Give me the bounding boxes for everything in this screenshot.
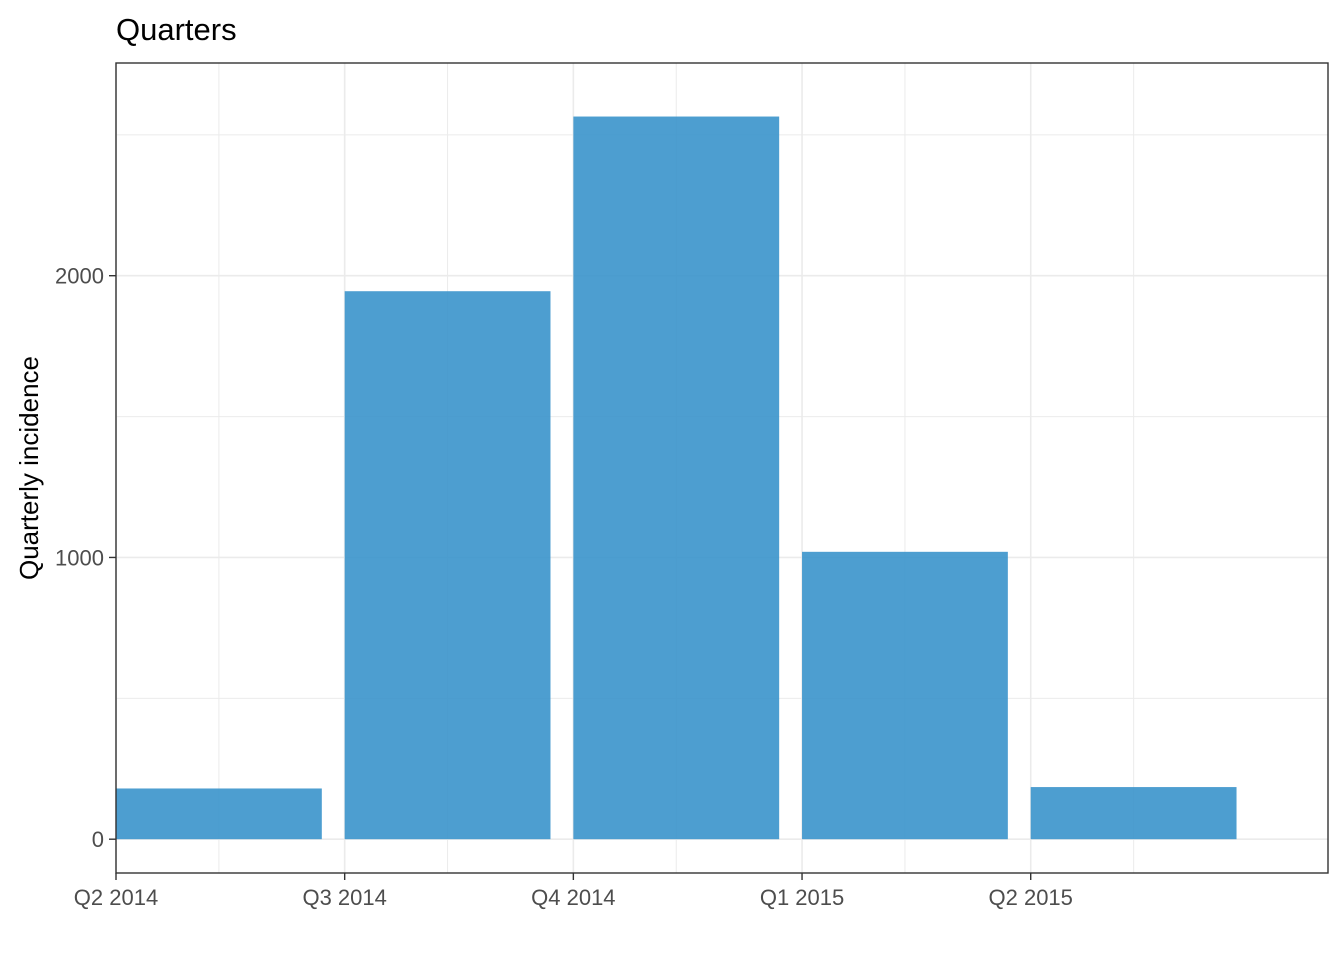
x-tick-label: Q2 2015 [989,885,1073,910]
y-axis-title: Quarterly incidence [14,356,44,580]
bar-q3-2014 [344,291,551,840]
x-tick-label: Q1 2015 [760,885,844,910]
bar-q2-2014 [116,788,322,840]
x-tick-label: Q3 2014 [302,885,386,910]
x-tick-label: Q4 2014 [531,885,615,910]
bar-q1-2015 [802,551,1008,840]
axes: 0 1000 2000 Q2 2014 Q3 2014 Q4 2014 Q1 2015 Q2 … [55,264,1073,910]
chart-title: Quarters [116,12,237,47]
y-tick-label: 2000 [55,264,104,289]
bars [116,116,1237,840]
bar-q4-2014 [573,116,780,840]
bar-q2-2015 [1030,787,1237,840]
x-tick-label: Q2 2014 [74,885,158,910]
y-tick-label: 0 [92,827,104,852]
panel-border [115,62,1329,874]
y-tick-label: 1000 [55,545,104,570]
